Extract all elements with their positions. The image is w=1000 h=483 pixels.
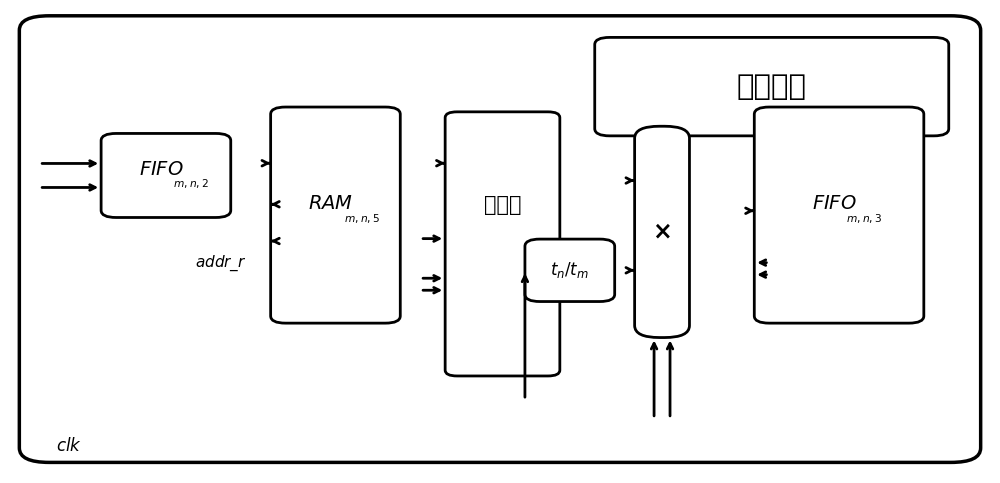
FancyBboxPatch shape xyxy=(271,107,400,323)
FancyBboxPatch shape xyxy=(19,16,981,462)
FancyBboxPatch shape xyxy=(754,107,924,323)
FancyBboxPatch shape xyxy=(101,133,231,217)
FancyBboxPatch shape xyxy=(595,37,949,136)
Text: $clk$: $clk$ xyxy=(56,437,82,455)
Text: $t_n/t_m$: $t_n/t_m$ xyxy=(550,260,589,280)
FancyBboxPatch shape xyxy=(635,126,689,338)
Text: 平均单元: 平均单元 xyxy=(737,72,807,100)
FancyBboxPatch shape xyxy=(525,239,615,301)
Text: ×: × xyxy=(652,220,672,244)
Text: $\mathit{FIFO}$: $\mathit{FIFO}$ xyxy=(812,194,856,213)
Text: $\mathit{FIFO}$: $\mathit{FIFO}$ xyxy=(139,160,183,179)
Text: $_{m,n,2}$: $_{m,n,2}$ xyxy=(173,175,209,190)
FancyBboxPatch shape xyxy=(445,112,560,376)
Text: $\mathit{RAM}$: $\mathit{RAM}$ xyxy=(308,194,353,213)
Text: $_{m,n,5}$: $_{m,n,5}$ xyxy=(344,210,380,225)
Text: 累加器: 累加器 xyxy=(484,196,521,215)
Text: $_{m,n,3}$: $_{m,n,3}$ xyxy=(846,210,882,225)
Text: $addr\_r$: $addr\_r$ xyxy=(195,254,247,273)
